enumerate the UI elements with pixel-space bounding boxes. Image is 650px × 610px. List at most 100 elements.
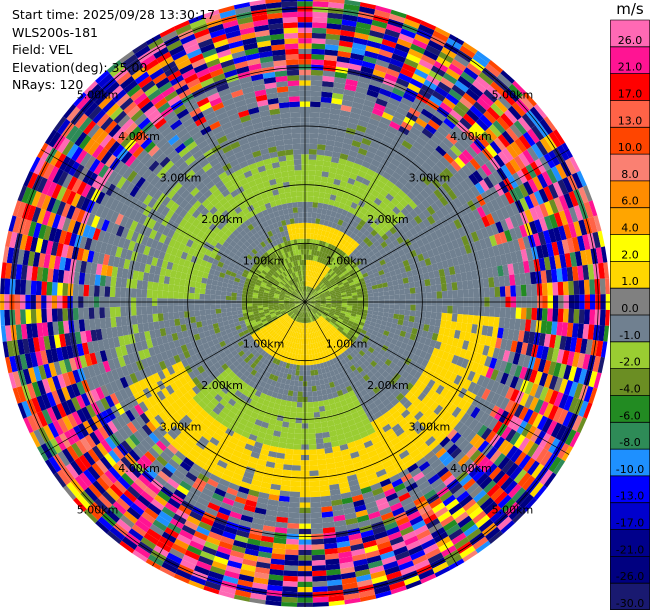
velocity-gate — [425, 234, 434, 243]
velocity-gate — [451, 354, 460, 365]
velocity-gate — [457, 75, 473, 89]
velocity-gate — [318, 128, 328, 135]
velocity-gate — [367, 307, 374, 311]
velocity-gate — [329, 310, 335, 315]
velocity-gate — [336, 297, 342, 300]
velocity-gate — [315, 218, 321, 225]
velocity-gate — [319, 307, 325, 311]
velocity-gate — [312, 27, 327, 34]
velocity-gate — [301, 344, 304, 350]
velocity-gate — [433, 130, 446, 142]
velocity-gate — [543, 116, 557, 132]
velocity-gate — [396, 273, 403, 280]
velocity-gate — [372, 209, 381, 218]
velocity-gate — [306, 292, 309, 298]
velocity-gate — [390, 258, 398, 266]
velocity-gate — [547, 282, 553, 296]
velocity-gate — [423, 272, 430, 280]
velocity-gate — [336, 56, 351, 64]
velocity-gate — [432, 164, 443, 175]
velocity-gate — [437, 185, 448, 196]
velocity-gate — [405, 230, 413, 239]
velocity-gate — [338, 283, 344, 288]
velocity-gate — [332, 205, 339, 213]
velocity-gate — [487, 173, 499, 187]
velocity-gate — [306, 354, 310, 360]
velocity-gate — [506, 144, 519, 159]
velocity-gate — [428, 271, 435, 279]
velocity-gate — [411, 73, 426, 84]
velocity-gate — [307, 402, 314, 408]
velocity-gate — [292, 459, 301, 466]
velocity-gate — [320, 102, 332, 109]
velocity-gate — [391, 53, 406, 63]
velocity-gate — [389, 270, 397, 277]
velocity-gate — [549, 334, 557, 349]
velocity-gate — [320, 252, 326, 259]
velocity-gate — [297, 396, 303, 403]
velocity-gate — [365, 150, 376, 160]
velocity-gate — [452, 125, 465, 138]
velocity-gate — [325, 254, 331, 261]
velocity-gate — [367, 35, 383, 44]
velocity-gate — [374, 275, 381, 281]
velocity-gate — [371, 19, 388, 29]
velocity-gate — [354, 32, 370, 41]
velocity-gate — [307, 412, 315, 419]
velocity-gate — [329, 238, 335, 245]
velocity-gate — [361, 178, 371, 186]
velocity-gate — [444, 344, 452, 354]
velocity-gate — [284, 405, 292, 412]
velocity-gate — [321, 171, 329, 178]
velocity-gate — [370, 229, 378, 237]
velocity-gate — [394, 309, 400, 315]
velocity-gate — [420, 147, 432, 158]
velocity-gate — [312, 602, 329, 607]
velocity-gate — [313, 234, 318, 240]
velocity-gate — [568, 190, 579, 207]
velocity-gate — [310, 364, 314, 371]
velocity-gate — [321, 270, 326, 276]
velocity-gate — [485, 201, 496, 214]
velocity-gate — [362, 203, 371, 211]
velocity-gate — [311, 290, 316, 295]
velocity-gate — [321, 208, 328, 215]
velocity-gate — [313, 284, 317, 289]
velocity-gate — [308, 287, 312, 293]
velocity-gate — [394, 289, 400, 295]
velocity-gate — [346, 309, 352, 314]
velocity-gate — [526, 146, 539, 162]
velocity-gate — [325, 295, 331, 299]
velocity-gate — [449, 249, 457, 259]
velocity-gate — [319, 479, 330, 487]
velocity-gate — [377, 311, 384, 317]
velocity-gate — [507, 105, 522, 121]
velocity-gate — [489, 235, 498, 247]
velocity-gate — [393, 48, 408, 59]
velocity-gate — [379, 188, 389, 198]
velocity-gate — [314, 295, 320, 298]
velocity-gate — [475, 118, 489, 132]
velocity-gate — [310, 303, 316, 305]
velocity-gate — [336, 299, 342, 302]
velocity-gate — [512, 80, 527, 95]
velocity-gate — [542, 359, 552, 374]
velocity-gate — [351, 221, 359, 228]
velocity-gate — [314, 285, 319, 290]
velocity-gate — [306, 338, 309, 345]
velocity-gate — [511, 102, 526, 117]
velocity-gate — [325, 306, 331, 310]
velocity-gate — [341, 19, 357, 27]
velocity-gate — [359, 165, 369, 174]
velocity-gate — [324, 290, 330, 294]
velocity-gate — [462, 41, 478, 54]
velocity-gate — [356, 16, 373, 25]
velocity-gate — [468, 288, 474, 298]
velocity-gate — [510, 340, 518, 353]
velocity-gate — [336, 306, 342, 309]
velocity-gate — [316, 149, 325, 156]
velocity-gate — [327, 12, 343, 20]
velocity-gate — [464, 243, 472, 254]
velocity-gate — [472, 315, 479, 325]
velocity-gate — [384, 213, 394, 223]
